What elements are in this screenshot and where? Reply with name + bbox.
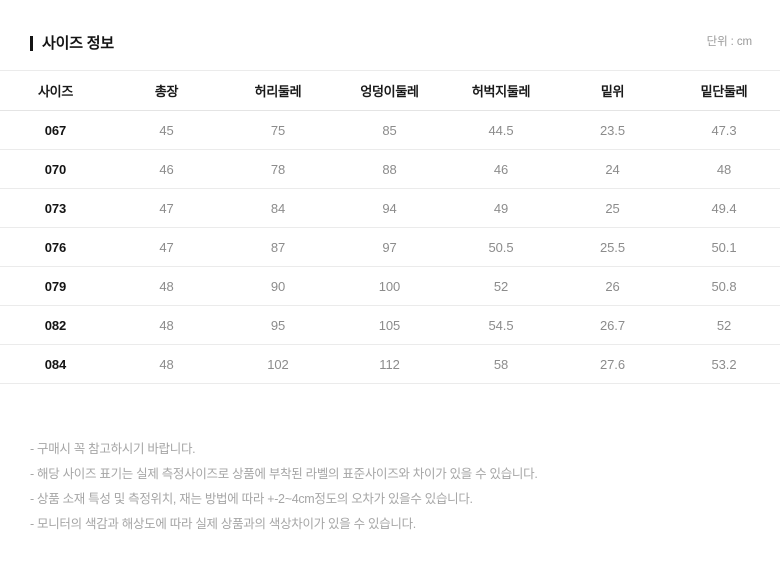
cell-rise: 24 xyxy=(557,149,668,189)
cell-rise: 25 xyxy=(557,188,668,228)
cell-total-length: 45 xyxy=(111,110,222,150)
cell-hip: 105 xyxy=(334,305,445,345)
cell-rise: 26 xyxy=(557,266,668,306)
column-header-waist: 허리둘레 xyxy=(222,70,334,111)
column-header-hip: 엉덩이둘레 xyxy=(334,70,445,111)
cell-waist: 90 xyxy=(222,266,334,306)
cell-waist: 95 xyxy=(222,305,334,345)
cell-rise: 27.6 xyxy=(557,344,668,384)
size-table-body: 067 45 75 85 44.5 23.5 47.3 070 46 78 88… xyxy=(0,110,780,384)
table-row: 082 48 95 105 54.5 26.7 52 xyxy=(0,305,780,345)
cell-total-length: 48 xyxy=(111,305,222,345)
cell-hem: 47.3 xyxy=(668,110,780,150)
size-table-head: 사이즈 총장 허리둘레 엉덩이둘레 허벅지둘레 밑위 밑단둘레 xyxy=(0,70,780,111)
note-line: - 해당 사이즈 표기는 실제 측정사이즈로 상품에 부착된 라벨의 표준사이즈… xyxy=(30,467,538,481)
cell-waist: 78 xyxy=(222,149,334,189)
cell-hem: 49.4 xyxy=(668,188,780,228)
page-title: 사이즈 정보 xyxy=(30,34,114,52)
cell-thigh: 54.5 xyxy=(445,305,557,345)
column-header-size: 사이즈 xyxy=(0,70,111,111)
cell-rise: 26.7 xyxy=(557,305,668,345)
cell-thigh: 58 xyxy=(445,344,557,384)
cell-size: 084 xyxy=(0,344,111,384)
cell-hem: 50.1 xyxy=(668,227,780,267)
cell-hem: 48 xyxy=(668,149,780,189)
cell-waist: 102 xyxy=(222,344,334,384)
unit-label: 단위 : cm xyxy=(706,36,752,49)
cell-hip: 88 xyxy=(334,149,445,189)
cell-thigh: 50.5 xyxy=(445,227,557,267)
page-title-label: 사이즈 정보 xyxy=(42,34,114,52)
cell-hip: 100 xyxy=(334,266,445,306)
cell-thigh: 52 xyxy=(445,266,557,306)
cell-hip: 94 xyxy=(334,188,445,228)
table-row: 073 47 84 94 49 25 49.4 xyxy=(0,188,780,228)
cell-thigh: 44.5 xyxy=(445,110,557,150)
cell-thigh: 46 xyxy=(445,149,557,189)
column-header-thigh: 허벅지둘레 xyxy=(445,70,557,111)
cell-total-length: 47 xyxy=(111,188,222,228)
cell-hip: 112 xyxy=(334,344,445,384)
cell-rise: 23.5 xyxy=(557,110,668,150)
cell-size: 067 xyxy=(0,110,111,150)
cell-size: 076 xyxy=(0,227,111,267)
cell-waist: 84 xyxy=(222,188,334,228)
column-header-total-length: 총장 xyxy=(111,70,222,111)
note-line: - 구매시 꼭 참고하시기 바랍니다. xyxy=(30,442,196,456)
note-line: - 모니터의 색감과 해상도에 따라 실제 상품과의 색상차이가 있을 수 있습… xyxy=(30,517,416,531)
cell-total-length: 48 xyxy=(111,266,222,306)
size-table: 사이즈 총장 허리둘레 엉덩이둘레 허벅지둘레 밑위 밑단둘레 067 45 7… xyxy=(0,70,780,384)
cell-hem: 52 xyxy=(668,305,780,345)
title-accent-bar-icon xyxy=(30,35,33,51)
cell-total-length: 46 xyxy=(111,149,222,189)
cell-thigh: 49 xyxy=(445,188,557,228)
cell-waist: 75 xyxy=(222,110,334,150)
table-row: 076 47 87 97 50.5 25.5 50.1 xyxy=(0,227,780,267)
cell-size: 073 xyxy=(0,188,111,228)
cell-rise: 25.5 xyxy=(557,227,668,267)
cell-size: 070 xyxy=(0,149,111,189)
cell-hip: 85 xyxy=(334,110,445,150)
table-row: 079 48 90 100 52 26 50.8 xyxy=(0,266,780,306)
cell-waist: 87 xyxy=(222,227,334,267)
notes-section: - 구매시 꼭 참고하시기 바랍니다. - 해당 사이즈 표기는 실제 측정사이… xyxy=(30,437,750,537)
column-header-rise: 밑위 xyxy=(557,70,668,111)
cell-hip: 97 xyxy=(334,227,445,267)
table-row: 067 45 75 85 44.5 23.5 47.3 xyxy=(0,110,780,150)
cell-size: 082 xyxy=(0,305,111,345)
cell-size: 079 xyxy=(0,266,111,306)
table-row: 070 46 78 88 46 24 48 xyxy=(0,149,780,189)
page-header: 사이즈 정보 단위 : cm xyxy=(0,26,780,60)
cell-hem: 50.8 xyxy=(668,266,780,306)
cell-hem: 53.2 xyxy=(668,344,780,384)
note-line: - 상품 소재 특성 및 측정위치, 재는 방법에 따라 +-2~4cm정도의 … xyxy=(30,492,473,506)
table-row: 084 48 102 112 58 27.6 53.2 xyxy=(0,344,780,384)
table-header-row: 사이즈 총장 허리둘레 엉덩이둘레 허벅지둘레 밑위 밑단둘레 xyxy=(0,70,780,111)
cell-total-length: 47 xyxy=(111,227,222,267)
column-header-hem: 밑단둘레 xyxy=(668,70,780,111)
cell-total-length: 48 xyxy=(111,344,222,384)
